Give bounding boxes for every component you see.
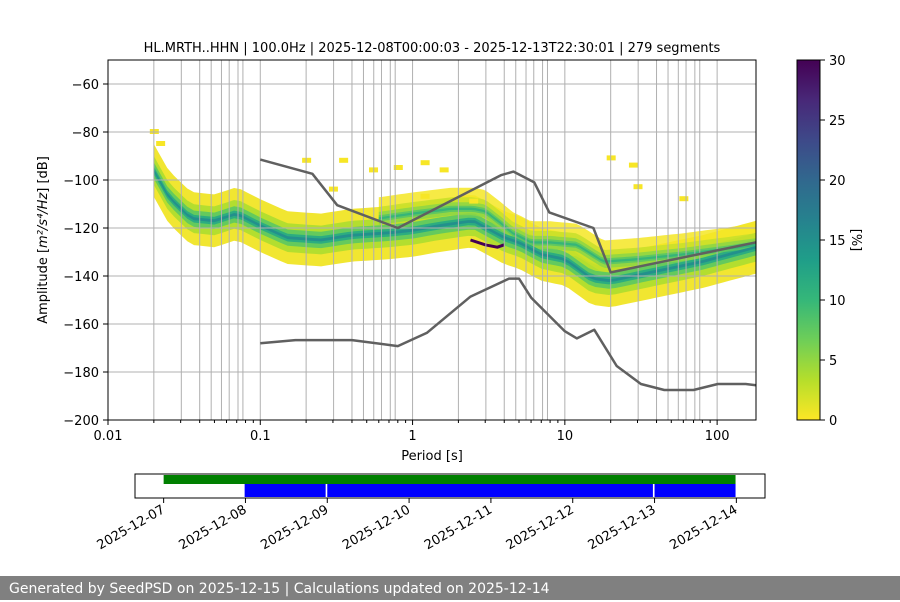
timeline-date-label: 2025-12-12 <box>504 502 577 553</box>
y-tick-label: −160 <box>63 318 99 333</box>
colorbar-tick-label: 15 <box>829 234 846 249</box>
psd-density-band-upper <box>378 207 756 263</box>
colorbar-tick-label: 30 <box>829 54 846 69</box>
timeline-date-ticks: 2025-12-07 2025-12-08 2025-12-09 2025-12-10… <box>95 498 740 553</box>
grid-lines <box>108 60 756 420</box>
x-tick-label: 1 <box>408 429 416 444</box>
x-axis: 0.01 0.1 1 10 100 <box>94 420 730 444</box>
timeline-date-label: 2025-12-08 <box>177 502 250 553</box>
y-tick-label: −120 <box>63 222 99 237</box>
colorbar-gradient <box>796 59 821 421</box>
timeline-date-label: 2025-12-13 <box>586 502 659 553</box>
x-tick-label: 10 <box>557 429 574 444</box>
used-segment-bar <box>327 484 653 497</box>
data-availability-timeline: 2025-12-07 2025-12-08 2025-12-09 2025-12-10… <box>95 473 766 553</box>
timeline-date-label: 2025-12-07 <box>95 502 168 553</box>
used-segment-bar <box>244 484 326 497</box>
availability-bar <box>163 475 736 484</box>
colorbar-tick-label: 25 <box>829 114 846 129</box>
psd-plot-area <box>107 59 757 421</box>
psd-density-layer <box>149 129 756 307</box>
timeline-date-label: 2025-12-09 <box>258 502 331 553</box>
psd-fringe-cell <box>420 193 430 199</box>
colorbar: 0 5 10 15 20 25 30 [%] <box>796 54 863 429</box>
psd-fringe-cell <box>439 167 449 173</box>
colorbar-ticks: 0 5 10 15 20 25 30 <box>820 54 846 429</box>
colorbar-label: [%] <box>848 229 863 252</box>
psd-density-band-upper <box>378 205 756 265</box>
colorbar-tick-label: 20 <box>829 174 846 189</box>
psd-fringe-cell <box>628 162 638 168</box>
psd-density-band <box>153 166 756 285</box>
x-tick-label: 0.1 <box>250 429 271 444</box>
y-tick-label: −100 <box>63 174 99 189</box>
footer-text: Generated by SeedPSD on 2025-12-15 | Cal… <box>9 581 550 597</box>
noise-model-layer <box>259 158 756 392</box>
y-tick-label: −200 <box>63 414 99 429</box>
psd-peak-trace <box>470 238 505 249</box>
timeline-date-label: 2025-12-10 <box>340 502 413 553</box>
y-tick-label: −140 <box>63 270 99 285</box>
psd-fringe-cell <box>679 196 689 202</box>
colorbar-tick-label: 10 <box>829 294 846 309</box>
x-tick-label: 0.01 <box>94 429 123 444</box>
psd-fringe-cell <box>156 141 166 146</box>
y-tick-label: −80 <box>72 126 99 141</box>
psd-fringe-cell <box>420 160 430 166</box>
x-axis-label: Period [s] <box>401 449 463 464</box>
colorbar-tick-label: 0 <box>829 414 837 429</box>
psd-density-band-upper <box>378 202 756 268</box>
nhnm-line <box>259 158 756 274</box>
y-tick-label: −180 <box>63 366 99 381</box>
colorbar-tick-label: 5 <box>829 354 837 369</box>
x-tick-label: 100 <box>705 429 730 444</box>
used-segment-bar <box>654 484 736 497</box>
y-axis-label: Amplitude [m²/s⁴/Hz] [dB] <box>36 156 51 324</box>
psd-fringe-cell <box>469 198 479 204</box>
timeline-date-label: 2025-12-14 <box>667 502 740 553</box>
y-tick-label: −60 <box>72 78 99 93</box>
timeline-bars <box>163 475 736 497</box>
psd-fringe-cell <box>393 165 403 170</box>
timeline-frame <box>134 473 766 499</box>
psd-fringe-cell <box>339 157 349 163</box>
plot-frame <box>107 59 757 421</box>
timeline-date-label: 2025-12-11 <box>422 502 495 553</box>
nlnm-line <box>260 277 756 392</box>
footer-bar: Generated by SeedPSD on 2025-12-15 | Cal… <box>0 576 900 600</box>
y-axis: −60 −80 −100 −120 −140 −160 −180 −200 <box>63 78 108 429</box>
chart-title: HL.MRTH..HHN | 100.0Hz | 2025-12-08T00:0… <box>144 41 721 56</box>
